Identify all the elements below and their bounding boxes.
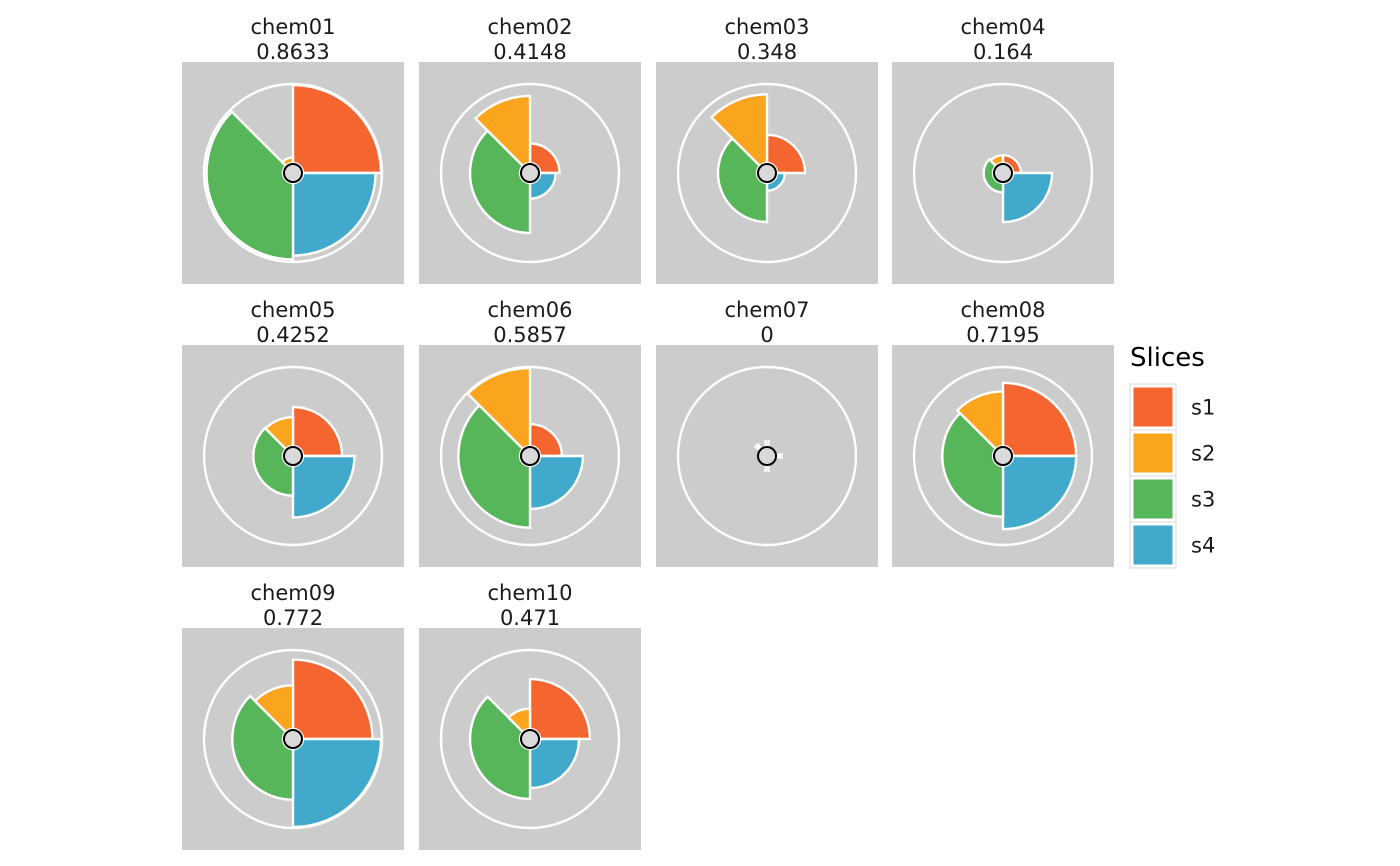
panel-score: 0.471 xyxy=(500,606,560,630)
slice-s4 xyxy=(291,171,377,257)
slice-s2-spoke xyxy=(764,439,768,448)
panel-title: chem05 xyxy=(251,298,336,322)
panel-score: 0 xyxy=(760,323,773,347)
slice-s1 xyxy=(291,83,383,175)
panel-title: chem06 xyxy=(488,298,573,322)
slice-s3-spoke xyxy=(764,464,768,473)
slice-s4-spoke xyxy=(775,455,784,459)
panel-score: 0.7195 xyxy=(966,323,1039,347)
slice-s3-spoke xyxy=(753,444,761,452)
panel-title: chem07 xyxy=(725,298,810,322)
guide-ring xyxy=(439,82,621,264)
legend-label-s1: s1 xyxy=(1191,396,1215,420)
guide-ring xyxy=(912,365,1094,547)
legend-swatch-s3 xyxy=(1131,477,1175,521)
guide-ring xyxy=(439,648,621,830)
panel-score: 0.8633 xyxy=(256,40,329,64)
center-dot xyxy=(520,163,540,183)
panel-title: chem10 xyxy=(488,581,573,605)
facet-panels: chem010.8633chem020.4148chem030.348chem0… xyxy=(182,15,1114,850)
legend-title: Slices xyxy=(1130,343,1205,373)
slice-s1-spoke xyxy=(775,453,784,457)
panel-title: chem09 xyxy=(251,581,336,605)
center-dot xyxy=(520,446,540,466)
legend-swatch-s2 xyxy=(1131,431,1175,475)
panel-title: chem08 xyxy=(961,298,1046,322)
slice-s1-spoke xyxy=(766,439,770,448)
legend-label-s3: s3 xyxy=(1191,488,1215,512)
slice-s4-spoke xyxy=(766,464,770,473)
panel-score: 0.4252 xyxy=(256,323,329,347)
slice-s2-spoke xyxy=(755,442,763,450)
panel-score: 0.164 xyxy=(973,40,1033,64)
panel-title: chem01 xyxy=(251,15,336,39)
center-dot xyxy=(520,729,540,749)
legend-swatch-s4 xyxy=(1131,523,1175,567)
panel-score: 0.772 xyxy=(263,606,323,630)
center-dot xyxy=(283,163,303,183)
center-dot xyxy=(283,729,303,749)
legend: Slices s1 s2 s3 s4 xyxy=(1129,343,1215,569)
legend-label-s2: s2 xyxy=(1191,442,1215,466)
guide-ring xyxy=(912,82,1094,264)
panel-title: chem02 xyxy=(488,15,573,39)
guide-ring xyxy=(676,82,858,264)
panel-score: 0.348 xyxy=(737,40,797,64)
center-dot xyxy=(993,446,1013,466)
panel-score: 0.4148 xyxy=(493,40,566,64)
panel-title: chem03 xyxy=(725,15,810,39)
guide-ring xyxy=(676,365,858,547)
center-dot xyxy=(283,446,303,466)
center-dot xyxy=(993,163,1013,183)
center-dot xyxy=(757,163,777,183)
panel-title: chem04 xyxy=(961,15,1046,39)
guide-ring xyxy=(202,365,384,547)
legend-label-s4: s4 xyxy=(1191,534,1215,558)
legend-swatch-s1 xyxy=(1131,385,1175,429)
panel-score: 0.5857 xyxy=(493,323,566,347)
center-dot xyxy=(757,446,777,466)
